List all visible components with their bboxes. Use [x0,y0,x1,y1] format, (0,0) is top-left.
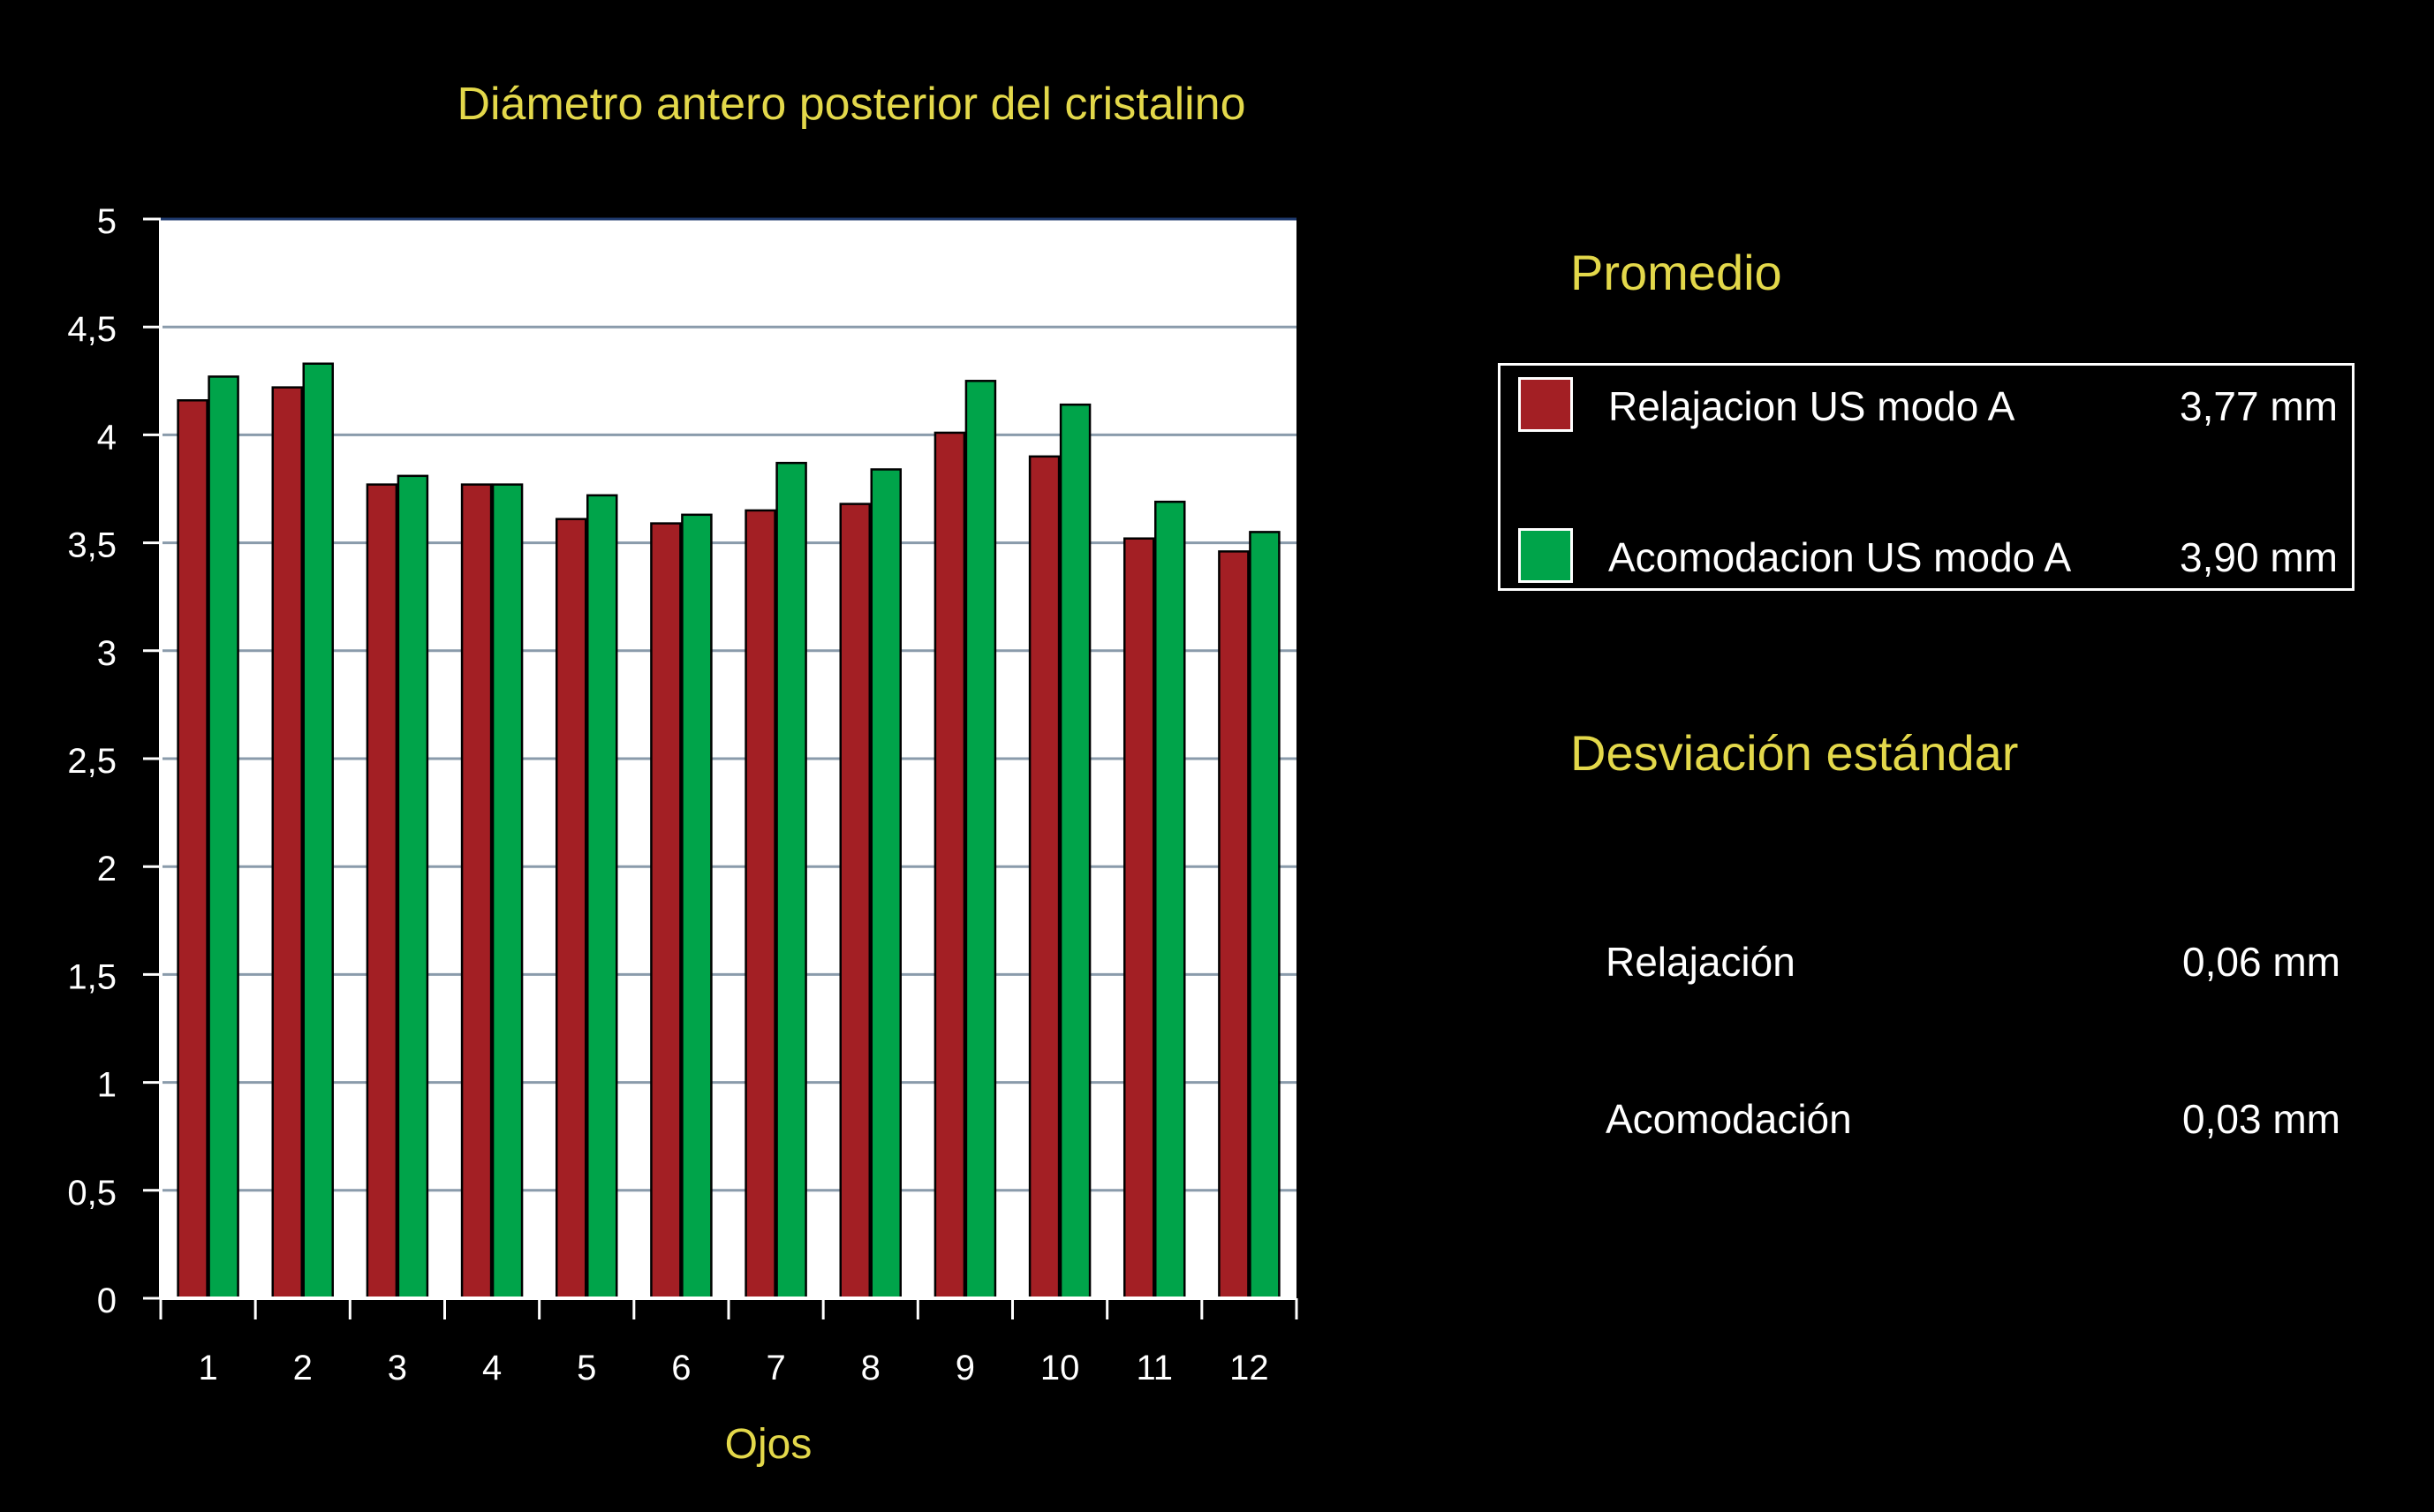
bar-relajacion-1 [177,399,208,1300]
bar-relajacion-8 [839,503,871,1300]
bar-acomodacion-3 [397,474,429,1300]
x-tick-label: 5 [577,1349,596,1387]
y-tick-label: 1 [97,1066,117,1105]
bar-acomodacion-5 [586,494,618,1300]
x-tick-label: 4 [482,1349,502,1387]
std-heading: Desviación estándar [1570,725,2019,781]
y-tick-label: 4,5 [67,310,117,349]
y-tick-label: 0 [97,1281,117,1320]
y-tick-label: 3,5 [67,526,117,565]
bar-acomodacion-7 [775,461,807,1300]
promedio-heading: Promedio [1570,245,1782,300]
std-label-relajacion: Relajación [1606,939,1795,985]
bar-relajacion-7 [745,509,776,1300]
bar-acomodacion-12 [1249,531,1281,1300]
bar-relajacion-3 [366,483,398,1300]
bar-acomodacion-10 [1059,403,1092,1300]
legend-value-acomodacion: 3,90 mm [2180,534,2338,580]
std-row-relajacion: Relajación 0,06 mm [1606,938,2340,991]
y-tick-label: 5 [97,202,117,241]
bar-relajacion-2 [271,386,303,1300]
y-tick-label: 2,5 [67,742,117,781]
y-tick-label: 4 [97,418,117,457]
std-value-relajacion: 0,06 mm [2182,939,2340,985]
y-tick-label: 1,5 [67,957,117,996]
bar-acomodacion-4 [491,483,524,1300]
bar-relajacion-4 [460,483,493,1300]
std-row-acomodacion: Acomodación 0,03 mm [1606,1095,2340,1148]
legend: Relajacion US modo A 3,77 mm Acomodacion… [1498,363,2355,591]
x-tick-label: 9 [956,1349,975,1387]
bar-relajacion-9 [934,431,966,1300]
legend-swatch-relajacion [1518,377,1573,432]
legend-item-relajacion: Relajacion US modo A 3,77 mm [1500,375,2352,437]
legend-label-acomodacion: Acomodacion US modo A [1608,534,2072,580]
x-tick-label: 10 [1040,1349,1080,1387]
x-tick-label: 8 [861,1349,881,1387]
bar-acomodacion-9 [964,380,997,1300]
legend-label-relajacion: Relajacion US modo A [1608,383,2015,429]
bar-acomodacion-8 [870,468,902,1300]
x-tick-label: 6 [671,1349,691,1387]
bar-relajacion-12 [1218,550,1250,1300]
x-tick-label: 3 [388,1349,407,1387]
std-label-acomodacion: Acomodación [1606,1096,1852,1142]
x-tick-label: 7 [766,1349,785,1387]
y-tick-label: 0,5 [67,1174,117,1213]
bar-acomodacion-2 [302,362,334,1300]
bar-relajacion-11 [1123,537,1155,1300]
std-value-acomodacion: 0,03 mm [2182,1096,2340,1142]
x-tick-label: 11 [1136,1349,1173,1387]
legend-item-acomodacion: Acomodacion US modo A 3,90 mm [1500,526,2352,588]
legend-value-relajacion: 3,77 mm [2180,383,2338,429]
y-tick-label: 3 [97,634,117,673]
x-tick-label: 12 [1229,1349,1269,1387]
legend-swatch-acomodacion [1518,528,1573,583]
bar-acomodacion-1 [208,375,239,1300]
bar-relajacion-6 [650,522,682,1300]
x-axis-label: Ojos [724,1421,813,1468]
x-tick-label: 1 [198,1349,217,1387]
x-tick-label: 2 [293,1349,313,1387]
y-tick-label: 2 [97,850,117,888]
bar-acomodacion-6 [681,513,713,1300]
bar-acomodacion-11 [1154,500,1186,1300]
chart-title: Diámetro antero posterior del cristalino [457,79,1246,130]
bar-relajacion-10 [1028,455,1061,1300]
bar-relajacion-5 [556,518,587,1300]
